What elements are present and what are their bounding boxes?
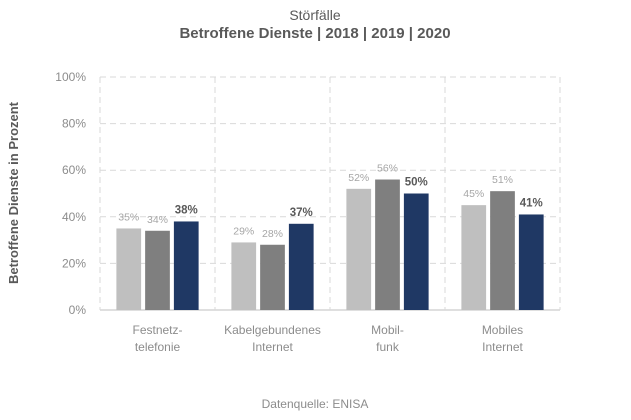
data-label: 28% — [262, 228, 283, 240]
data-label: 38% — [175, 204, 198, 216]
y-axis-label: Betroffene Dienste in Prozent — [6, 101, 21, 284]
source-note: Datenquelle: ENISA — [262, 397, 369, 411]
y-tick-label: 20% — [62, 256, 86, 270]
x-category-label: funk — [376, 340, 400, 354]
y-ticks-layer: 0% 20% 40% 60% 80% 100% — [55, 70, 86, 317]
bar-2019-1 — [260, 244, 285, 310]
data-label: 41% — [520, 197, 543, 209]
bar-2020-2 — [403, 193, 429, 310]
y-tick-label: 100% — [55, 70, 86, 84]
bar-2020-3 — [518, 214, 544, 310]
bar-2020-1 — [288, 223, 314, 310]
data-label: 34% — [147, 214, 168, 226]
data-label: 52% — [348, 172, 369, 184]
x-categories-layer: Festnetz-telefonie Kabelgebundenes Interne… — [132, 323, 523, 354]
bars-layer — [116, 179, 544, 310]
x-category-label: Internet — [482, 340, 523, 354]
x-category-label: Internet — [252, 340, 293, 354]
data-label: 45% — [463, 188, 484, 200]
bar-2018-3 — [461, 205, 487, 310]
bar-2018-0 — [116, 228, 142, 310]
x-category-label: telefonie — [135, 340, 181, 354]
x-category-label: Festnetz- — [132, 323, 182, 337]
x-category-label: Mobiles — [482, 323, 523, 337]
data-label: 50% — [405, 177, 428, 189]
data-label: 29% — [233, 225, 254, 237]
chart-subtitle: Betroffene Dienste | 2018 | 2019 | 2020 — [179, 25, 450, 42]
y-tick-label: 0% — [69, 303, 87, 317]
bar-2018-1 — [231, 242, 257, 310]
data-label: 51% — [492, 174, 513, 186]
bar-2019-0 — [145, 230, 170, 310]
bar-2019-3 — [490, 191, 515, 310]
bar-2018-2 — [346, 188, 372, 310]
y-tick-label: 80% — [62, 117, 86, 131]
bar-2019-2 — [375, 179, 400, 310]
y-tick-label: 40% — [62, 210, 86, 224]
bar-2020-0 — [173, 221, 199, 310]
chart-title: Störfälle — [289, 7, 341, 23]
data-labels-layer: 35% 34% 38% 29% 28% 37% 52% 56% 50% 45% 51% 41% — [118, 163, 543, 240]
data-label: 37% — [290, 207, 313, 219]
x-category-label: Mobil- — [371, 323, 404, 337]
y-tick-label: 60% — [62, 163, 86, 177]
data-label: 35% — [118, 211, 139, 223]
x-category-label: Kabelgebundenes — [224, 323, 321, 337]
data-label: 56% — [377, 163, 398, 175]
